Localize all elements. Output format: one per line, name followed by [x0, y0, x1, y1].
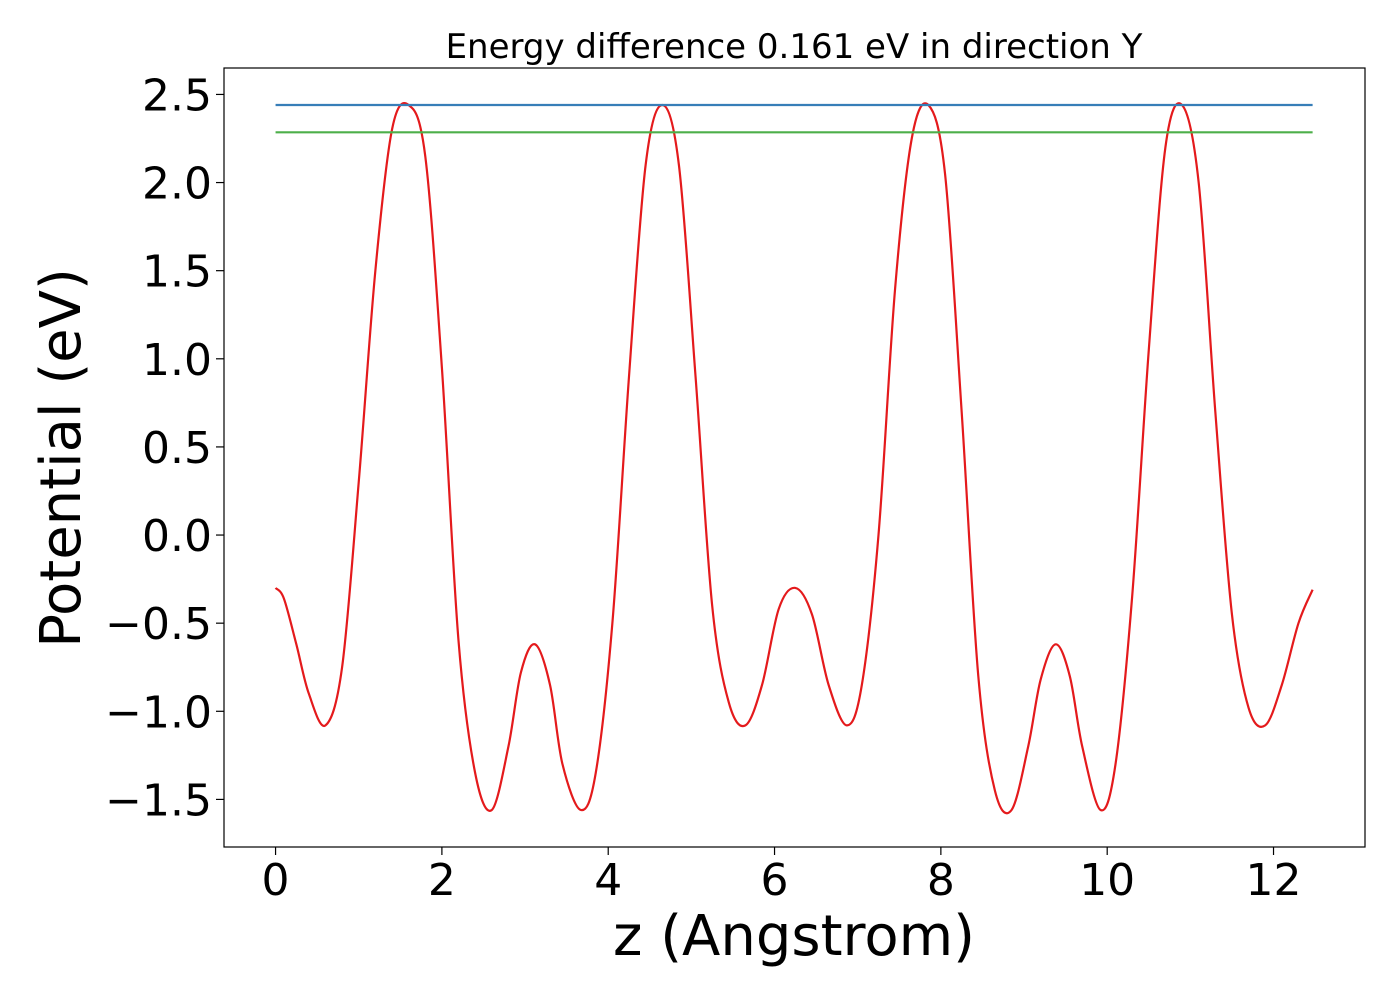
x-tick-label: 0 — [262, 855, 290, 906]
chart-title: Energy difference 0.161 eV in direction … — [446, 27, 1143, 67]
y-tick-label: −1.5 — [105, 775, 212, 826]
y-tick-label: 1.5 — [142, 247, 212, 298]
y-tick-label: 1.0 — [142, 335, 212, 386]
x-axis: 0 2 4 6 8 10 12 — [262, 847, 1302, 906]
y-tick-label: 0.5 — [142, 423, 212, 474]
plot-frame — [223, 67, 1366, 848]
series-potential-line — [274, 102, 1314, 815]
x-tick-label: 6 — [761, 855, 789, 906]
y-tick-label: −0.5 — [105, 599, 212, 650]
y-axis: −1.5 −1.0 −0.5 0.0 0.5 1.0 1.5 2.0 2.5 — [105, 70, 224, 826]
y-tick-label: 0.0 — [142, 511, 212, 562]
x-tick-label: 12 — [1246, 855, 1302, 906]
y-tick-label: −1.0 — [105, 687, 212, 738]
x-tick-label: 4 — [594, 855, 622, 906]
y-axis-title: Potential (eV) — [29, 268, 94, 648]
x-tick-label: 2 — [428, 855, 456, 906]
series-layer — [274, 102, 1314, 815]
y-tick-label: 2.5 — [142, 70, 212, 121]
x-tick-label: 8 — [927, 855, 955, 906]
x-axis-title: z (Angstrom) — [613, 904, 975, 969]
y-tick-label: 2.0 — [142, 159, 212, 210]
x-tick-label: 10 — [1079, 855, 1135, 906]
